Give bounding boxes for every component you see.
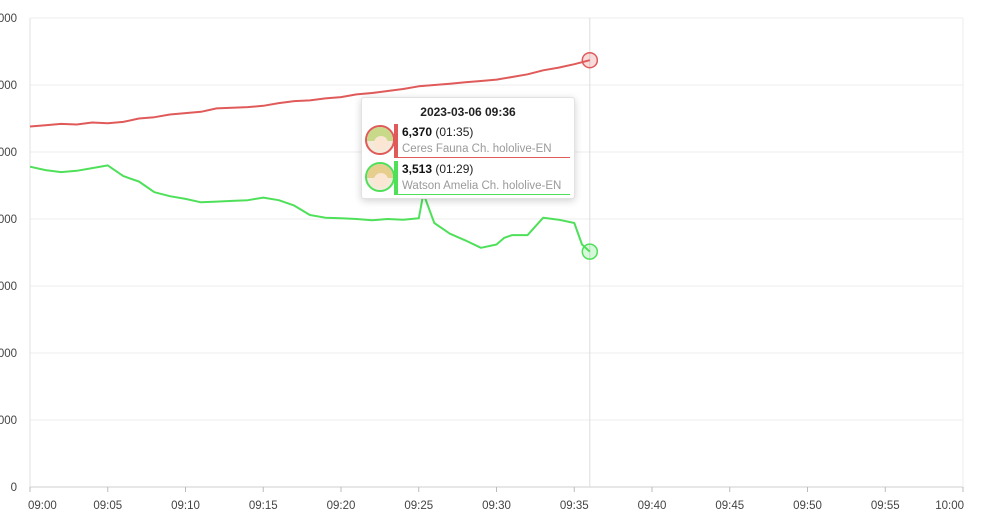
- x-tick-label: 09:50: [793, 500, 822, 512]
- tooltip-channel-name: Watson Amelia Ch. hololive-EN: [402, 180, 562, 192]
- avatar-face: [374, 136, 388, 150]
- y-tick-label: 000: [0, 80, 17, 92]
- series-underline: [398, 194, 570, 195]
- series-lines[interactable]: [29, 59, 591, 253]
- series-line-1[interactable]: [29, 164, 591, 253]
- x-tick-label: 09:30: [482, 500, 511, 512]
- avatar-face: [374, 173, 388, 187]
- fauna-avatar: [365, 125, 395, 155]
- x-tick-label: 09:55: [871, 500, 900, 512]
- x-tick-label: 09:45: [715, 500, 744, 512]
- tooltip-time: (01:29): [435, 162, 474, 176]
- x-tick-label: 10:00: [935, 500, 964, 512]
- y-tick-label: 000: [0, 214, 17, 226]
- y-tick-label: 000: [0, 147, 17, 159]
- x-tick-label: 09:05: [93, 500, 122, 512]
- tooltip-row-text: 3,513 (01:29) Watson Amelia Ch. hololive…: [402, 161, 561, 194]
- tooltip-time: (01:35): [435, 125, 474, 139]
- tooltip-value: 3,513: [402, 162, 433, 176]
- series-underline: [398, 157, 570, 158]
- x-tick-label: 09:35: [560, 500, 589, 512]
- x-tick-label: 09:40: [638, 500, 667, 512]
- hover-markers: [581, 51, 599, 260]
- x-tick-label: 09:10: [171, 500, 200, 512]
- hover-tooltip: 2023-03-06 09:36 6,370 (01:35) Ceres Fau…: [361, 97, 575, 199]
- y-tick-label: 000: [0, 348, 17, 360]
- x-axis: 09:00 09:05 09:10 09:15 09:20 09:25 09:30 09:35…: [28, 487, 964, 512]
- y-tick-label: 000: [0, 415, 17, 427]
- y-tick-label: 000: [0, 281, 17, 293]
- tooltip-value: 6,370: [402, 125, 433, 139]
- hover-point-0: [581, 51, 599, 69]
- tooltip-title: 2023-03-06 09:36: [420, 105, 516, 119]
- y-tick-label: 000: [0, 13, 17, 25]
- grid-lines: [29, 17, 964, 488]
- x-tick-label: 09:20: [327, 500, 356, 512]
- tooltip-channel-name: Ceres Fauna Ch. hololive-EN: [402, 143, 552, 155]
- hover-point-1: [581, 243, 599, 260]
- tooltip-row-text: 6,370 (01:35) Ceres Fauna Ch. hololive-E…: [402, 124, 552, 157]
- series-line-0[interactable]: [29, 59, 591, 128]
- series-color-flag: [394, 124, 398, 158]
- series-color-flag: [394, 161, 398, 195]
- tooltip-row-amelia: 3,513 (01:29) Watson Amelia Ch. hololive…: [364, 161, 572, 197]
- amelia-avatar: [365, 162, 395, 192]
- x-tick-label: 09:15: [249, 500, 278, 512]
- x-tick-label: 09:00: [28, 500, 57, 512]
- tooltip-row-fauna: 6,370 (01:35) Ceres Fauna Ch. hololive-E…: [364, 124, 572, 160]
- x-tick-label: 09:25: [404, 500, 433, 512]
- y-tick-label: 0: [11, 482, 17, 494]
